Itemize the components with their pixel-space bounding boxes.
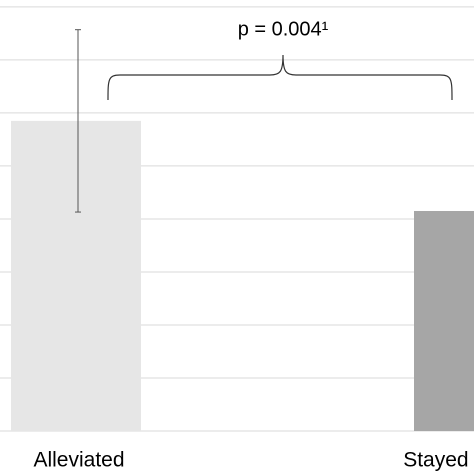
bar: [11, 120, 141, 431]
bars: [11, 120, 474, 431]
significance-bracket: [107, 54, 453, 101]
x-tick-label: Stayed the same: [403, 449, 474, 472]
x-tick-label: Alleviated: [33, 449, 124, 472]
annotation: p = 0.004¹: [238, 18, 329, 40]
bar: [414, 210, 474, 431]
